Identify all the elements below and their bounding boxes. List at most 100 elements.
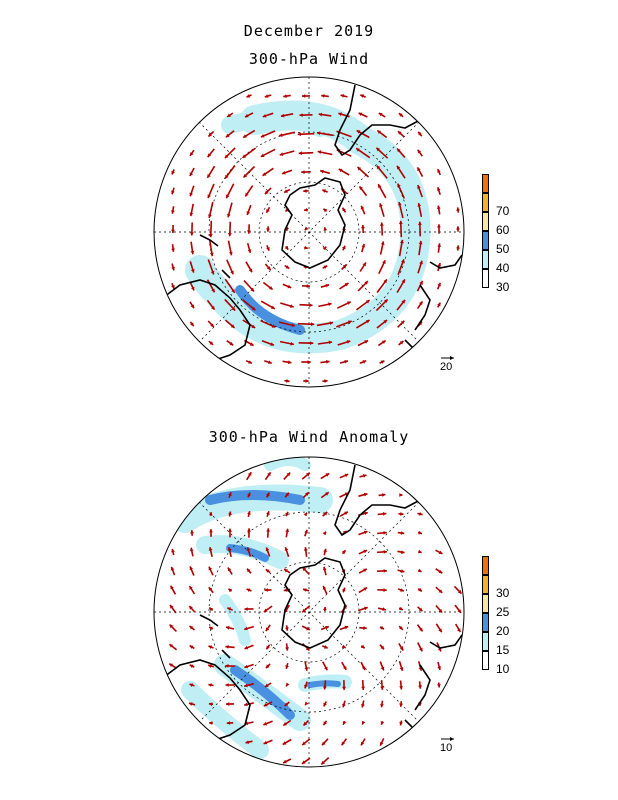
wind-arrow-head xyxy=(228,528,232,532)
wind-arrow-head xyxy=(322,189,326,193)
wind-arrow-head xyxy=(382,493,386,497)
wind-arrow-head xyxy=(323,702,327,707)
wind-arrow-head xyxy=(301,170,305,174)
wind-arrow-head xyxy=(224,154,229,159)
wind-arrow-head xyxy=(376,165,381,170)
legend-label: 20 xyxy=(496,624,510,638)
wind-arrow-head xyxy=(380,241,385,245)
wind-arrow-head xyxy=(310,322,315,327)
wind-arrow-head xyxy=(325,625,329,630)
anomaly-map-title: 300-hPa Wind Anomaly xyxy=(208,428,410,446)
wind-arrow-head xyxy=(400,569,405,573)
wind-arrow-head xyxy=(228,492,232,496)
wind-arrow-head xyxy=(263,702,268,707)
wind-arrow-head xyxy=(356,130,361,134)
wind-arrow-head xyxy=(365,300,370,304)
wind-arrow-head xyxy=(338,112,342,117)
anomaly-shading xyxy=(172,457,352,759)
wind-arrow-head xyxy=(227,233,232,237)
wind-arrow-head xyxy=(171,170,175,175)
wind-arrow-head xyxy=(208,133,212,137)
wind-arrow-head xyxy=(361,720,366,725)
wind-arrow-head xyxy=(244,645,249,650)
legend-swatch xyxy=(482,594,489,613)
wind-arrow-head xyxy=(318,112,323,117)
wind-arrow-head xyxy=(365,320,370,324)
wind-arrow-head xyxy=(304,684,308,689)
wind-arrow-head xyxy=(305,701,309,706)
wind-arrow-head xyxy=(171,285,175,289)
wind-arrow-head xyxy=(380,625,384,630)
wind-arrow-head xyxy=(438,608,443,613)
wind-arrow-head xyxy=(419,512,423,516)
wind-arrow-head xyxy=(303,512,307,517)
wind-arrow-head xyxy=(344,473,349,478)
wind-arrow-head xyxy=(266,228,270,232)
wind-arrow-head xyxy=(287,360,292,365)
wind-arrow-head xyxy=(249,342,254,346)
wind-arrow-head xyxy=(344,283,349,287)
wind-arrow-head xyxy=(361,243,366,248)
wind-arrow-head xyxy=(189,212,194,217)
wind-arrow-head xyxy=(418,530,422,535)
wind-arrow-head xyxy=(225,683,229,687)
wind-arrow-head xyxy=(266,492,270,497)
wind-arrow-head xyxy=(399,626,403,630)
wind-arrow-head xyxy=(377,130,382,134)
wind-arrow-head xyxy=(380,703,384,708)
wind-arrow-head xyxy=(379,222,384,226)
wind-arrow-head xyxy=(282,741,287,745)
wind-arrow-head xyxy=(457,589,462,594)
wind-arrow-head xyxy=(418,587,422,592)
wind-arrow-head xyxy=(171,210,175,214)
wind-arrow-head xyxy=(279,133,283,137)
wind-arrow-head xyxy=(399,341,404,345)
wind-arrow-head xyxy=(227,213,231,218)
wind-arrow-head xyxy=(302,760,306,764)
wind-arrow-head xyxy=(383,531,387,535)
wind-arrow-head xyxy=(190,232,194,236)
wind-arrow-head xyxy=(323,548,327,553)
wind-arrow-head xyxy=(189,626,194,630)
wind-arrow-head xyxy=(207,174,211,178)
wind-arrow-head xyxy=(418,221,422,225)
wind-arrow-head xyxy=(171,266,175,271)
wind-arrow-head xyxy=(306,626,310,631)
wind-arrow-head xyxy=(284,702,289,706)
wind-arrow-head xyxy=(303,721,308,726)
wind-arrow-head xyxy=(382,512,387,516)
wind-arrow-head xyxy=(270,342,274,346)
wind-arrow-head xyxy=(247,492,251,497)
wind-arrow-head xyxy=(229,341,234,346)
wind-arrow-head xyxy=(189,683,194,687)
wind-arrow-head xyxy=(309,303,313,308)
wind-arrow-head xyxy=(302,94,306,98)
wind-arrow-head xyxy=(226,194,230,199)
wind-arrow-head xyxy=(247,511,251,515)
wind-arrow-head xyxy=(400,531,405,535)
wind-arrow-head xyxy=(380,721,385,725)
wind-arrow-head xyxy=(208,214,212,218)
wind-arrow-head xyxy=(189,547,194,552)
wind-arrow-head xyxy=(250,287,254,292)
wind-arrow-head xyxy=(263,721,268,726)
wind-arrow-head xyxy=(381,340,386,344)
wind-arrow-head xyxy=(230,270,234,275)
wind-arrow-head xyxy=(229,251,233,256)
wind-arrow-head xyxy=(207,194,211,199)
legend-swatch xyxy=(482,556,489,575)
wind-arrow-head xyxy=(209,529,213,533)
wind-arrow-head xyxy=(382,260,386,264)
wind-map xyxy=(153,76,465,388)
wind-arrow-head xyxy=(325,473,330,477)
wind-arrow-head xyxy=(291,323,295,327)
wind-arrow-head xyxy=(260,134,265,138)
wind-arrow-head xyxy=(190,530,194,534)
wind-arrow-head xyxy=(400,320,405,325)
wind-arrow-head xyxy=(357,167,362,171)
wind-arrow-head xyxy=(285,627,289,631)
wind-arrow-head xyxy=(419,280,423,285)
wind-arrow-head xyxy=(437,684,441,688)
wind-arrow-head xyxy=(189,606,193,610)
legend-swatch xyxy=(482,575,489,594)
